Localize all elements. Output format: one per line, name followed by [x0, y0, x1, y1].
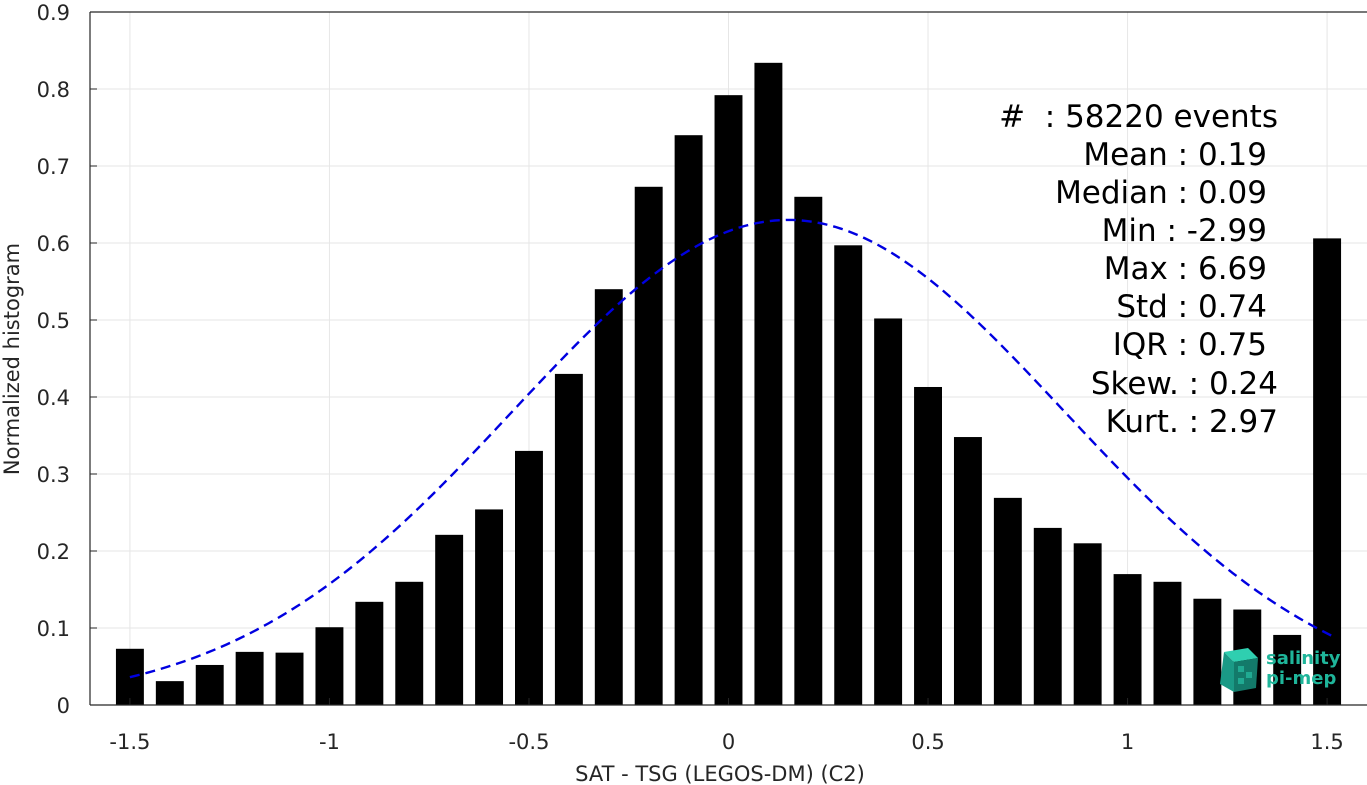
logo-line1: salinity — [1266, 648, 1341, 669]
histogram-bar — [435, 534, 464, 705]
y-tick-label: 0.8 — [37, 78, 70, 102]
histogram-bar — [554, 373, 583, 705]
y-tick-label: 0.6 — [37, 232, 70, 256]
histogram-bar — [754, 62, 783, 705]
x-axis-ticks: -1.5 -1 -0.5 0 0.5 1 1.5 — [109, 698, 1344, 754]
histogram-bar — [395, 581, 424, 705]
histogram-bar — [235, 651, 264, 705]
cube-logo-icon — [1220, 648, 1258, 692]
x-tick-label: 1.5 — [1310, 730, 1343, 754]
y-tick-label: 0.5 — [37, 309, 70, 333]
x-tick-label: 1 — [1121, 730, 1134, 754]
y-tick-label: 0 — [57, 694, 70, 718]
y-tick-label: 0.7 — [37, 155, 70, 179]
salinity-pi-mep-logo: salinity pi-mep — [1218, 648, 1348, 696]
histogram-bar — [1073, 543, 1102, 705]
x-tick-label: 0.5 — [911, 730, 944, 754]
histogram-bar — [515, 450, 543, 705]
histogram-bar — [355, 601, 384, 705]
y-axis-ticks: 0 0.1 0.2 0.3 0.4 0.5 0.6 0.7 0.8 0.9 — [37, 1, 97, 718]
histogram-bar — [674, 135, 703, 705]
histogram-bar — [1273, 634, 1302, 705]
histogram-bar — [275, 652, 304, 705]
histogram-bar — [1113, 574, 1142, 705]
y-axis-label: Normalized histogram — [0, 243, 24, 475]
x-tick-label: -1.5 — [109, 730, 150, 754]
histogram-bars — [115, 62, 1342, 706]
histogram-bar — [1193, 598, 1222, 705]
histogram-bar — [1153, 581, 1182, 705]
histogram-bar — [794, 196, 823, 706]
y-tick-label: 0.4 — [37, 386, 70, 410]
y-tick-label: 0.9 — [37, 1, 70, 25]
histogram-bar — [914, 386, 942, 705]
x-tick-label: -1 — [319, 730, 340, 754]
histogram-bar — [874, 318, 903, 705]
histogram-bar — [834, 245, 863, 705]
y-tick-label: 0.2 — [37, 540, 70, 564]
histogram-bar — [993, 497, 1022, 705]
histogram-bar — [634, 186, 663, 706]
histogram-bar — [195, 664, 224, 705]
y-tick-label: 0.3 — [37, 463, 70, 487]
histogram-bar — [315, 627, 344, 705]
gaussian-fit-line — [129, 218, 1336, 679]
histogram-bar — [1313, 238, 1342, 705]
histogram-bar — [953, 437, 982, 705]
histogram-bar — [1033, 527, 1062, 705]
x-axis-label: SAT - TSG (LEGOS-DM) (C2) — [575, 762, 865, 785]
y-tick-label: 0.1 — [37, 617, 70, 641]
x-tick-label: 0 — [722, 730, 735, 754]
histogram-bar — [155, 681, 184, 705]
histogram-bar — [594, 289, 623, 705]
x-tick-label: -0.5 — [508, 730, 549, 754]
histogram-bar — [475, 509, 504, 705]
logo-line2: pi-mep — [1266, 668, 1337, 689]
histogram-bar — [714, 95, 743, 705]
